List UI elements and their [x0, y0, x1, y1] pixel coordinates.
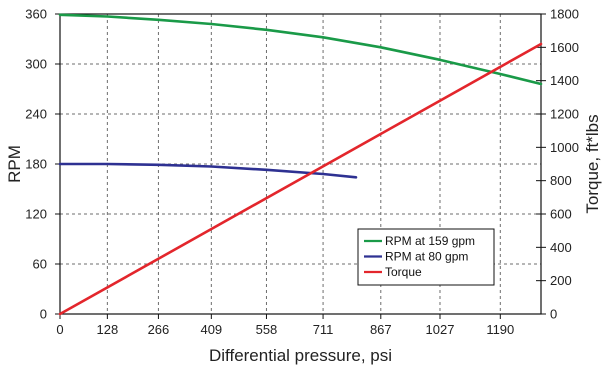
y-tick-label-5: 300	[25, 57, 47, 72]
x-tick-label-2: 266	[148, 322, 170, 337]
series-line-rpm-at-80-gpm	[58, 162, 358, 179]
y2-tick-label-6: 1200	[550, 107, 579, 122]
y2-tick-label-7: 1400	[550, 73, 579, 88]
y-tick-label-4: 240	[25, 107, 47, 122]
series-lines	[58, 13, 543, 316]
legend-label-1: RPM at 80 gpm	[385, 250, 468, 264]
series-line-torque	[58, 42, 543, 316]
y2-tick-label-5: 1000	[550, 140, 579, 155]
axes: 0 128 266 409 558 711 867 1027 1190 0 60 120 180 240 3…	[25, 7, 579, 338]
y2-tick-label-0: 0	[550, 307, 557, 322]
y2-tick-label-9: 1800	[550, 7, 579, 22]
x-tick-label-5: 711	[313, 322, 334, 337]
x-axis-title: Differential pressure, psi	[209, 346, 392, 365]
legend-label-2: Torque	[385, 265, 422, 279]
x-tick-label-7: 1027	[426, 322, 455, 337]
x-tick-label-6: 867	[370, 322, 392, 337]
y-axis-title: RPM	[5, 145, 24, 183]
y2-tick-label-8: 1600	[550, 40, 579, 55]
y2-tick-label-1: 200	[550, 273, 572, 288]
y2-axis-title: Torque, ft*lbs	[583, 114, 602, 213]
y-tick-label-6: 360	[25, 7, 47, 22]
y2-tick-label-4: 800	[550, 173, 572, 188]
x-tick-label-3: 409	[200, 322, 222, 337]
y-tick-label-0: 0	[40, 307, 47, 322]
y-tick-label-2: 120	[25, 207, 47, 222]
y-tick-label-3: 180	[25, 157, 47, 172]
y-tick-label-1: 60	[33, 257, 47, 272]
y2-tick-label-2: 400	[550, 240, 572, 255]
y2-tick-label-3: 600	[550, 207, 572, 222]
series-line-rpm-at-159-gpm	[58, 13, 543, 86]
legend-label-0: RPM at 159 gpm	[385, 234, 475, 248]
x-tick-label-4: 558	[256, 322, 278, 337]
x-tick-label-1: 128	[97, 322, 119, 337]
x-tick-label-0: 0	[56, 322, 63, 337]
x-tick-label-8: 1190	[486, 322, 514, 337]
